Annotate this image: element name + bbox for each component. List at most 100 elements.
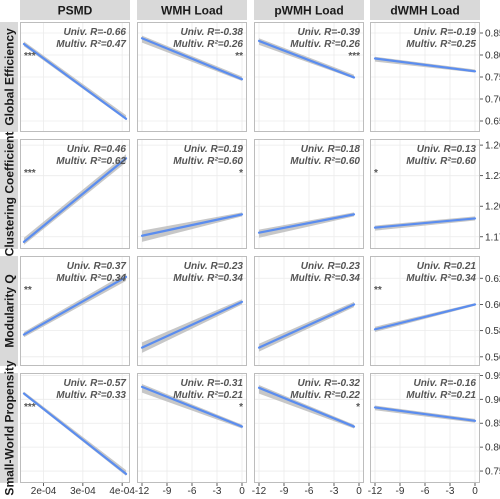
y-tick-label: 1.17 — [485, 232, 500, 243]
x-tick-label: -6 — [421, 486, 430, 497]
significance-stars: ** — [374, 285, 382, 296]
regression-line — [22, 392, 128, 476]
regression-line — [22, 157, 128, 243]
stat-multiv-r2: Multiv. R²=0.34 — [173, 273, 243, 284]
regression-line — [140, 213, 244, 237]
x-tick-label: -12 — [135, 486, 150, 497]
regression-line — [22, 275, 128, 336]
row-strip-bg — [0, 373, 18, 483]
column-strip-bg — [254, 0, 364, 20]
stat-univ-r: Univ. R=-0.39 — [297, 27, 360, 38]
panel-border — [370, 22, 480, 132]
panel-border — [254, 139, 364, 249]
y-tick-label: 0.75 — [485, 73, 500, 84]
stat-univ-r: Univ. R=0.46 — [67, 144, 127, 155]
significance-stars: * — [374, 168, 378, 179]
panel-border — [137, 256, 247, 366]
column-strip-label: PSMD — [58, 4, 93, 18]
significance-stars: *** — [348, 51, 360, 62]
significance-stars: * — [239, 402, 243, 413]
stat-univ-r: Univ. R=-0.57 — [63, 378, 126, 389]
stat-univ-r: Univ. R=-0.31 — [180, 378, 243, 389]
panel-border — [137, 139, 247, 249]
x-tick-label: -6 — [188, 486, 197, 497]
stat-univ-r: Univ. R=0.21 — [417, 261, 477, 272]
column-strip-label: pWMH Load — [274, 4, 343, 18]
stat-multiv-r2: Multiv. R²=0.34 — [406, 273, 476, 284]
x-tick-label: 0 — [239, 486, 245, 497]
y-tick-label: 0.62 — [485, 274, 500, 285]
row-strip-bg — [0, 139, 18, 249]
row-strip-label: Global Efficiency — [3, 28, 17, 126]
regression-line — [373, 303, 477, 331]
stat-univ-r: Univ. R=-0.19 — [413, 27, 476, 38]
panel-background — [20, 373, 130, 483]
regression-line — [257, 213, 356, 234]
significance-stars: *** — [24, 168, 36, 179]
panel-border — [20, 139, 130, 249]
stat-multiv-r2: Multiv. R²=0.60 — [173, 156, 243, 167]
significance-stars: ** — [235, 51, 243, 62]
column-strip-bg — [137, 0, 247, 20]
panel-border — [137, 373, 247, 483]
stat-univ-r: Univ. R=0.23 — [301, 261, 361, 272]
row-strip-bg — [0, 256, 18, 366]
regression-line — [22, 42, 128, 120]
column-strip-label: dWMH Load — [390, 4, 459, 18]
x-tick-label: 0 — [356, 486, 362, 497]
significance-stars: *** — [24, 51, 36, 62]
y-tick-label: 0.90 — [485, 395, 500, 406]
x-tick-label: -3 — [446, 486, 455, 497]
x-tick-label: -3 — [213, 486, 222, 497]
x-tick-label: -9 — [163, 486, 172, 497]
y-tick-label: 0.80 — [485, 51, 500, 62]
y-tick-label: 0.85 — [485, 419, 500, 430]
stat-multiv-r2: Multiv. R²=0.47 — [56, 39, 126, 50]
x-tick-label: -9 — [396, 486, 405, 497]
x-tick-label: 3e-04 — [70, 486, 96, 497]
stat-univ-r: Univ. R=0.13 — [417, 144, 477, 155]
y-tick-label: 0.95 — [485, 371, 500, 382]
x-tick-label: 0 — [472, 486, 478, 497]
y-tick-label: 0.70 — [485, 95, 500, 106]
stat-multiv-r2: Multiv. R²=0.26 — [290, 39, 360, 50]
column-strip-bg — [20, 0, 130, 20]
y-tick-label: 1.26 — [485, 141, 500, 152]
stat-multiv-r2: Multiv. R²=0.60 — [290, 156, 360, 167]
panel-border — [254, 256, 364, 366]
x-tick-label: -12 — [368, 486, 383, 497]
panel-border — [370, 256, 480, 366]
row-strip-label: Clustering Coefficient — [3, 132, 17, 257]
regression-line — [373, 217, 477, 229]
x-tick-label: 2e-04 — [31, 486, 57, 497]
column-strip-bg — [370, 0, 480, 20]
y-tick-label: 0.80 — [485, 443, 500, 454]
panel-border — [137, 22, 247, 132]
significance-stars: * — [356, 402, 360, 413]
stat-univ-r: Univ. R=-0.66 — [63, 27, 126, 38]
y-tick-label: 1.23 — [485, 171, 500, 182]
regression-line — [373, 406, 477, 422]
significance-stars: ** — [24, 285, 32, 296]
stat-univ-r: Univ. R=0.23 — [184, 261, 244, 272]
x-tick-label: -6 — [305, 486, 314, 497]
significance-stars: *** — [24, 402, 36, 413]
stat-multiv-r2: Multiv. R²=0.34 — [290, 273, 360, 284]
x-tick-label: -12 — [252, 486, 267, 497]
panel-border — [254, 22, 364, 132]
stat-multiv-r2: Multiv. R²=0.22 — [290, 390, 360, 401]
row-strip-label: Modularity Q — [3, 274, 17, 347]
stat-multiv-r2: Multiv. R²=0.33 — [56, 390, 126, 401]
y-tick-label: 0.75 — [485, 467, 500, 478]
panel-border — [20, 256, 130, 366]
stat-univ-r: Univ. R=-0.16 — [413, 378, 476, 389]
y-tick-label: 0.58 — [485, 326, 500, 337]
regression-line — [373, 57, 477, 73]
row-strip-bg — [0, 22, 18, 132]
stat-univ-r: Univ. R=-0.32 — [297, 378, 360, 389]
stat-multiv-r2: Multiv. R²=0.60 — [406, 156, 476, 167]
panel-border — [370, 139, 480, 249]
y-tick-label: 0.60 — [485, 300, 500, 311]
significance-stars: * — [239, 168, 243, 179]
